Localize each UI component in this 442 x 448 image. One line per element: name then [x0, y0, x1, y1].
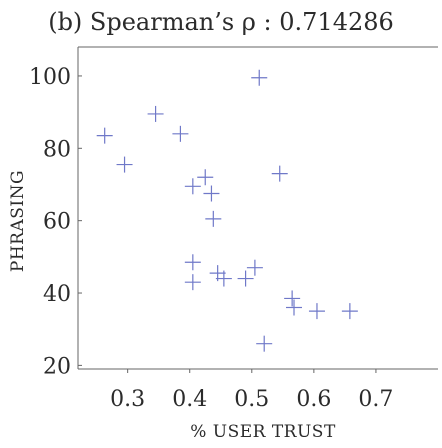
x-tick-label: 0.7 [358, 387, 393, 412]
scatter-point [185, 254, 201, 270]
x-tick-label: 0.3 [110, 387, 145, 412]
scatter-point [272, 166, 288, 182]
y-tick-label: 80 [43, 137, 71, 162]
axes [78, 47, 438, 369]
scatter-point [203, 186, 219, 202]
scatter-point [97, 128, 113, 144]
y-tick-label: 60 [43, 210, 71, 235]
x-tick-label: 0.6 [296, 387, 331, 412]
x-ticks: 0.3 0.4 0.5 0.6 0.7 [110, 369, 393, 412]
scatter-point [148, 106, 164, 122]
scatter-point [256, 336, 272, 352]
scatter-point [185, 178, 201, 194]
scatter-point [238, 271, 254, 287]
scatter-point [284, 290, 300, 306]
y-tick-label: 100 [29, 65, 71, 90]
scatter-point [197, 169, 213, 185]
x-tick-label: 0.5 [234, 387, 269, 412]
data-points [97, 70, 358, 352]
x-axis-label: % USER TRUST [190, 422, 336, 442]
scatter-point [286, 299, 302, 315]
y-tick-label: 40 [43, 282, 71, 307]
scatter-point [205, 211, 221, 227]
scatter-point [185, 274, 201, 290]
scatter-point [172, 126, 188, 142]
scatter-point [247, 260, 263, 276]
scatter-point [342, 303, 358, 319]
scatter-point [117, 157, 133, 173]
y-ticks: 20 40 60 80 100 [29, 65, 82, 379]
y-axis-label: PHRASING [8, 170, 28, 272]
chart-title: (b) Spearman’s ρ : 0.714286 [48, 8, 394, 36]
x-tick-label: 0.4 [172, 387, 207, 412]
scatter-point [309, 303, 325, 319]
scatter-point [251, 70, 267, 86]
y-tick-label: 20 [43, 354, 71, 379]
